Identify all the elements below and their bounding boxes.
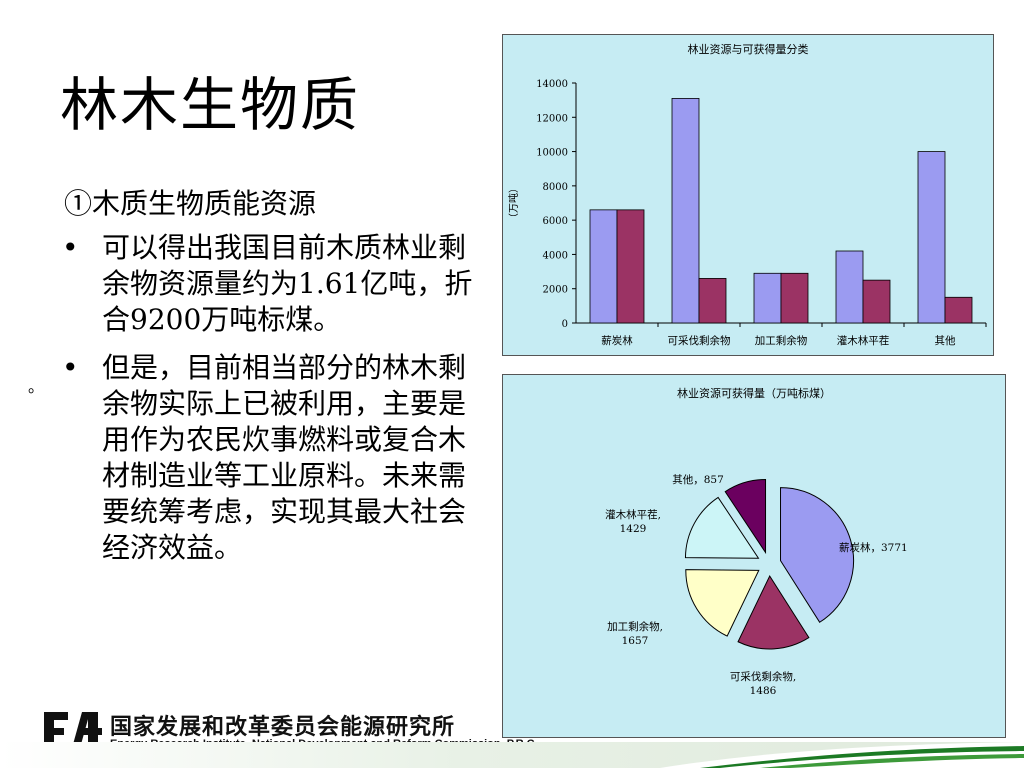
y-tick-label: 14000: [536, 79, 568, 90]
bar: [862, 279, 891, 324]
pie-slice: [684, 496, 760, 559]
bullet-item: • 但是，目前相当部分的林木剩余物实际上已被利用，主要是用作为农民炊事燃料或复合…: [62, 350, 492, 566]
chart-title: 林业资源可获得量（万吨标煤）: [677, 386, 831, 400]
bullet-item: • 可以得出我国目前木质林业剩余物资源量约为1.61亿吨，折合9200万吨标煤。: [62, 230, 492, 338]
slide-title: 林木生物质: [60, 71, 361, 139]
bar: [671, 98, 700, 324]
pie-slice: [724, 479, 767, 555]
bar: [780, 272, 809, 324]
pie-slice-label: 加工剩余物,: [607, 620, 663, 633]
bullet-text: 但是，目前相当部分的林木剩余物实际上已被利用，主要是用作为农民炊事燃料或复合木材…: [102, 351, 467, 564]
bar: [753, 272, 782, 324]
bullet-dot: •: [62, 231, 79, 264]
y-tick-label: 8000: [543, 182, 568, 193]
bullet-text: 可以得出我国目前木质林业剩余物资源量约为1.61亿吨，折合9200万吨标煤。: [102, 231, 473, 336]
x-tick-label: 可采伐剩余物: [668, 334, 731, 347]
pie-slice-label: 1486: [750, 685, 777, 697]
x-tick-label: 加工剩余物: [755, 334, 808, 347]
y-tick-label: 12000: [536, 113, 568, 124]
pie-slice: [780, 487, 854, 623]
x-tick-label: 薪炭林: [601, 334, 633, 347]
y-tick-label: 0: [562, 319, 568, 330]
stray-punctuation: 。: [28, 377, 45, 396]
y-tick-label: 4000: [543, 250, 568, 261]
bullet-dot: •: [62, 351, 79, 384]
pie-slice-label: 其他，857: [672, 473, 724, 486]
chart-title: 林业资源与可获得量分类: [688, 42, 809, 56]
section-subheading: ①木质生物质能资源: [64, 187, 317, 220]
pie-slice-label: 薪炭林，3771: [839, 541, 908, 554]
pie-slice: [737, 574, 810, 650]
bar: [616, 209, 645, 324]
pie-slice-label: 可采伐剩余物,: [730, 670, 796, 683]
footer-org-name: 国家发展和改革委员会能源研究所: [110, 715, 456, 740]
y-tick-label: 10000: [536, 148, 568, 159]
y-tick-label: 2000: [543, 285, 568, 296]
y-axis-label: （万吨）: [507, 183, 520, 223]
footer-stripe: [0, 742, 1024, 768]
bar: [917, 151, 946, 324]
institute-logo-icon: [44, 712, 102, 748]
bar-chart-panel: 林业资源与可获得量分类 （万吨） 0 2000 4000 6000 8000 10000 120…: [502, 34, 994, 356]
pie-slice: [685, 569, 760, 637]
y-tick-label: 6000: [543, 216, 568, 227]
bar: [589, 209, 618, 324]
x-tick-label: 其他: [935, 334, 956, 347]
pie-slice-label: 1657: [622, 635, 649, 647]
pie-chart: 林业资源可获得量（万吨标煤） 薪炭林，3771 可采伐剩余物, 1486 加工剩余物, 1…: [605, 386, 908, 697]
bar: [835, 250, 864, 324]
bar: [698, 278, 727, 324]
bar: [944, 296, 973, 324]
bullet-list: • 可以得出我国目前木质林业剩余物资源量约为1.61亿吨，折合9200万吨标煤。…: [62, 230, 492, 578]
x-tick-label: 灌木林平茬: [837, 334, 890, 347]
pie-slice-label: 灌木林平茬,: [605, 508, 661, 521]
pie-slice-label: 1429: [620, 523, 647, 535]
bar-chart: 林业资源与可获得量分类 （万吨） 0 2000 4000 6000 8000 10000 120…: [507, 42, 987, 347]
pie-chart-panel: 林业资源可获得量（万吨标煤） 薪炭林，3771 可采伐剩余物, 1486 加工剩余物, 1…: [502, 374, 1006, 738]
